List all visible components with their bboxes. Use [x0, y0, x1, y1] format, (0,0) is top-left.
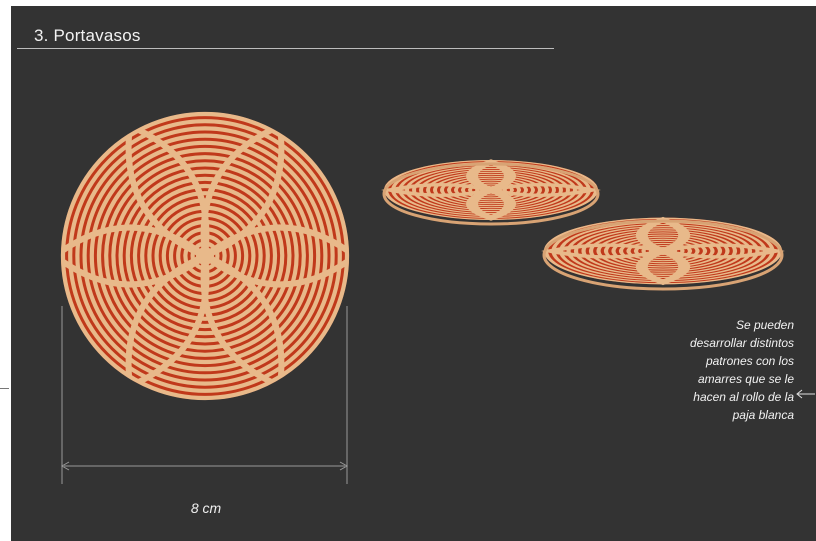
- coaster-tilted-2: [541, 216, 785, 286]
- dimension-indicator: [60, 306, 349, 484]
- note-line: hacen al rollo de la: [693, 390, 794, 404]
- coaster-tilted-1: [381, 159, 601, 221]
- arrow-left-icon: [796, 389, 815, 399]
- slide: 3. Portavasos: [11, 6, 816, 541]
- note-line: paja blanca: [732, 408, 794, 422]
- note-line: patrones con los: [705, 354, 794, 368]
- coaster-top-view: [60, 111, 350, 401]
- coaster-illustrations: [60, 111, 785, 484]
- title-underline: [17, 48, 554, 49]
- note-text: Se pueden desarrollar distintos patrones…: [638, 316, 794, 424]
- note-line: desarrollar distintos: [689, 336, 794, 350]
- note-line: Se pueden: [735, 318, 794, 332]
- slide-title: 3. Portavasos: [34, 26, 141, 45]
- dimension-label: 8 cm: [190, 500, 222, 516]
- margin-rule: [0, 388, 9, 389]
- coaster-tilted-1-edge: [382, 162, 600, 226]
- left-margin: [0, 0, 11, 541]
- coaster-tilted-2-edge: [542, 219, 784, 291]
- note-line: amarres que se le: [697, 372, 794, 386]
